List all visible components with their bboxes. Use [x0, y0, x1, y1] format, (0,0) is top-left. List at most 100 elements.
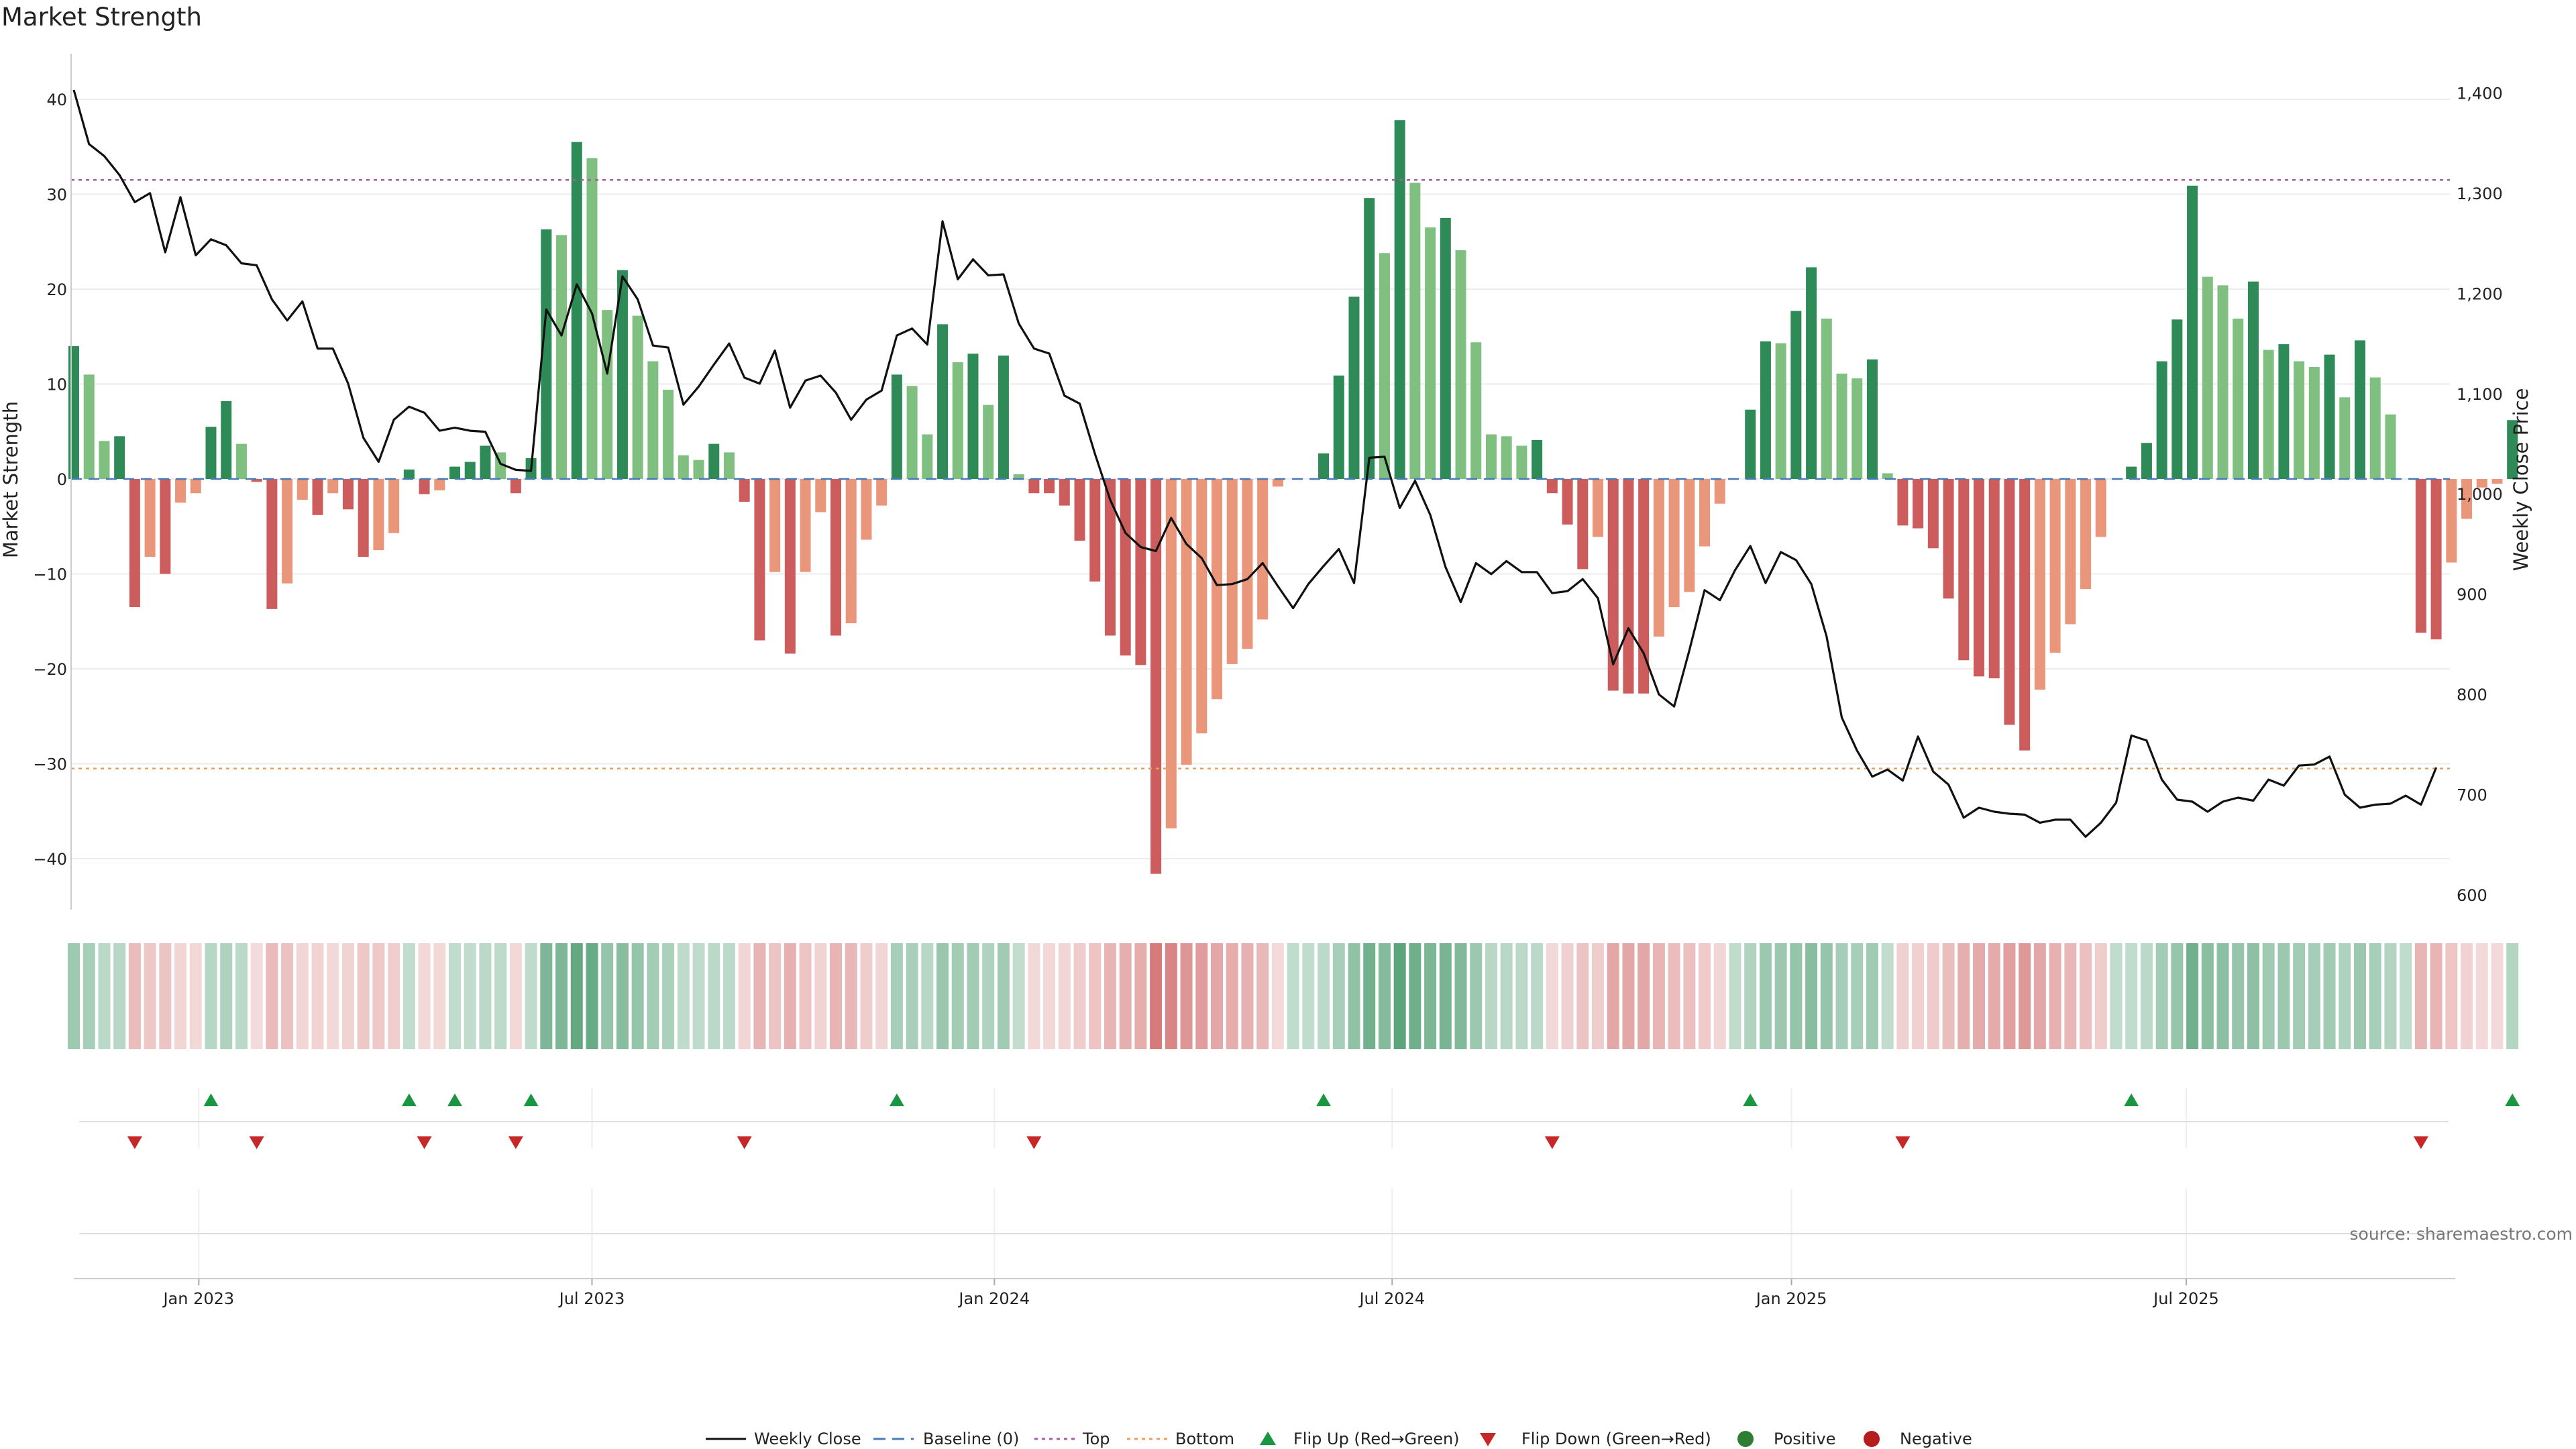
heatmap-cell — [814, 943, 827, 1049]
heatmap-cell — [1866, 943, 1878, 1049]
heatmap-cell — [1119, 943, 1132, 1049]
strength-bar — [845, 479, 857, 624]
heatmap-cell — [540, 943, 553, 1049]
heatmap-cell — [1638, 943, 1650, 1049]
heatmap-cell — [1729, 943, 1741, 1049]
heatmap-cell — [2339, 943, 2351, 1049]
heatmap-cell — [2354, 943, 2366, 1049]
heatmap-cell — [1546, 943, 1558, 1049]
heatmap-cell — [449, 943, 461, 1049]
strength-bar — [327, 479, 339, 494]
strength-bar — [891, 374, 902, 479]
heatmap-cell — [509, 943, 522, 1049]
strength-bar — [510, 479, 521, 494]
strength-bar — [754, 479, 765, 641]
flip-up-marker — [1316, 1093, 1332, 1106]
heatmap-cell — [906, 943, 918, 1049]
strength-bar — [1958, 479, 1970, 661]
strength-bar — [449, 466, 460, 479]
flip-down-marker — [1026, 1136, 1042, 1149]
heatmap-cell — [1957, 943, 1970, 1049]
heatmap-cell — [2080, 943, 2092, 1049]
heatmap-cell — [1713, 943, 1726, 1049]
heatmap-cell — [189, 943, 202, 1049]
heatmap-cell — [433, 943, 446, 1049]
strength-bar — [2247, 281, 2259, 479]
y-tick-label-left: 0 — [57, 470, 67, 489]
strength-bar — [632, 315, 643, 479]
strength-bar — [2430, 479, 2442, 640]
heatmap-cell — [296, 943, 309, 1049]
y-tick-label-right: 1,000 — [2457, 485, 2503, 504]
flip-down-marker — [1895, 1136, 1911, 1149]
y-tick-label-right: 1,400 — [2457, 84, 2503, 103]
legend: Weekly Close Baseline (0) Top Bottom Fli… — [706, 1430, 1972, 1448]
y-tick-label-left: 20 — [46, 280, 67, 299]
heatmap-cell — [1759, 943, 1772, 1049]
strength-bar — [2019, 479, 2031, 751]
strength-bar — [1974, 479, 1984, 677]
strength-bar — [480, 445, 491, 479]
strength-bar — [861, 479, 872, 540]
y-tick-label-right: 700 — [2457, 786, 2487, 805]
strength-bar — [1897, 479, 1909, 526]
strength-heatmap-strip — [68, 943, 2519, 1049]
y-tick-label-left: −20 — [33, 660, 67, 679]
strength-bar — [1120, 479, 1131, 656]
strength-bar — [2049, 479, 2061, 653]
heatmap-cell — [1241, 943, 1254, 1049]
heatmap-cell — [1439, 943, 1452, 1049]
strength-bar — [358, 479, 369, 557]
heatmap-cell — [1668, 943, 1680, 1049]
heatmap-cell — [266, 943, 278, 1049]
strength-bar — [205, 427, 217, 479]
strength-bar — [99, 441, 110, 479]
heatmap-cell — [372, 943, 385, 1049]
heatmap-cell — [2019, 943, 2031, 1049]
axes: 40 30 20 10 0 −10 −20 −30 −40 1,400 1,300 1,200 1,10… — [33, 54, 2503, 910]
heatmap-cell — [1271, 943, 1284, 1049]
heatmap-cell — [982, 943, 995, 1049]
heatmap-cell — [1180, 943, 1193, 1049]
strength-bar — [1699, 479, 1711, 547]
y-tick-label-right: 1,200 — [2457, 284, 2503, 303]
heatmap-cell — [1744, 943, 1757, 1049]
heatmap-cell — [555, 943, 568, 1049]
strength-bar — [906, 386, 918, 479]
strength-bar — [2202, 276, 2213, 479]
strength-bar — [1501, 436, 1512, 479]
heatmap-cell — [2414, 943, 2427, 1049]
strength-bar — [1257, 479, 1269, 620]
flip-up-marker — [1743, 1093, 1758, 1106]
strength-bar — [2491, 479, 2503, 484]
heatmap-cell — [1652, 943, 1665, 1049]
heatmap-cell — [1835, 943, 1848, 1049]
strength-bar — [2034, 479, 2045, 690]
strength-bar — [1821, 318, 1832, 479]
strength-bar — [678, 455, 689, 479]
heatmap-cell — [281, 943, 294, 1049]
strength-bar — [1516, 445, 1527, 479]
strength-bar — [1028, 479, 1040, 494]
heatmap-cell — [1699, 943, 1711, 1049]
strength-bar — [723, 452, 735, 479]
strength-bar — [2171, 319, 2183, 479]
heatmap-cell — [1028, 943, 1040, 1049]
heatmap-cell — [311, 943, 324, 1049]
flip-up-marker — [523, 1093, 539, 1106]
flip-down-marker — [1544, 1136, 1560, 1149]
heatmap-cell — [1607, 943, 1619, 1049]
heatmap-cell — [2369, 943, 2381, 1049]
strength-bar — [1242, 479, 1253, 649]
strength-bar — [647, 361, 659, 479]
heatmap-cell — [2232, 943, 2245, 1049]
heatmap-cell — [205, 943, 217, 1049]
flip-down-marker — [2413, 1136, 2428, 1149]
heatmap-cell — [784, 943, 796, 1049]
strength-bar — [2507, 420, 2518, 479]
y-tick-label-left: −40 — [33, 850, 67, 869]
heatmap-cell — [1561, 943, 1574, 1049]
heatmap-cell — [1500, 943, 1513, 1049]
heatmap-cell — [2308, 943, 2320, 1049]
bottom-panel — [74, 1189, 2455, 1279]
